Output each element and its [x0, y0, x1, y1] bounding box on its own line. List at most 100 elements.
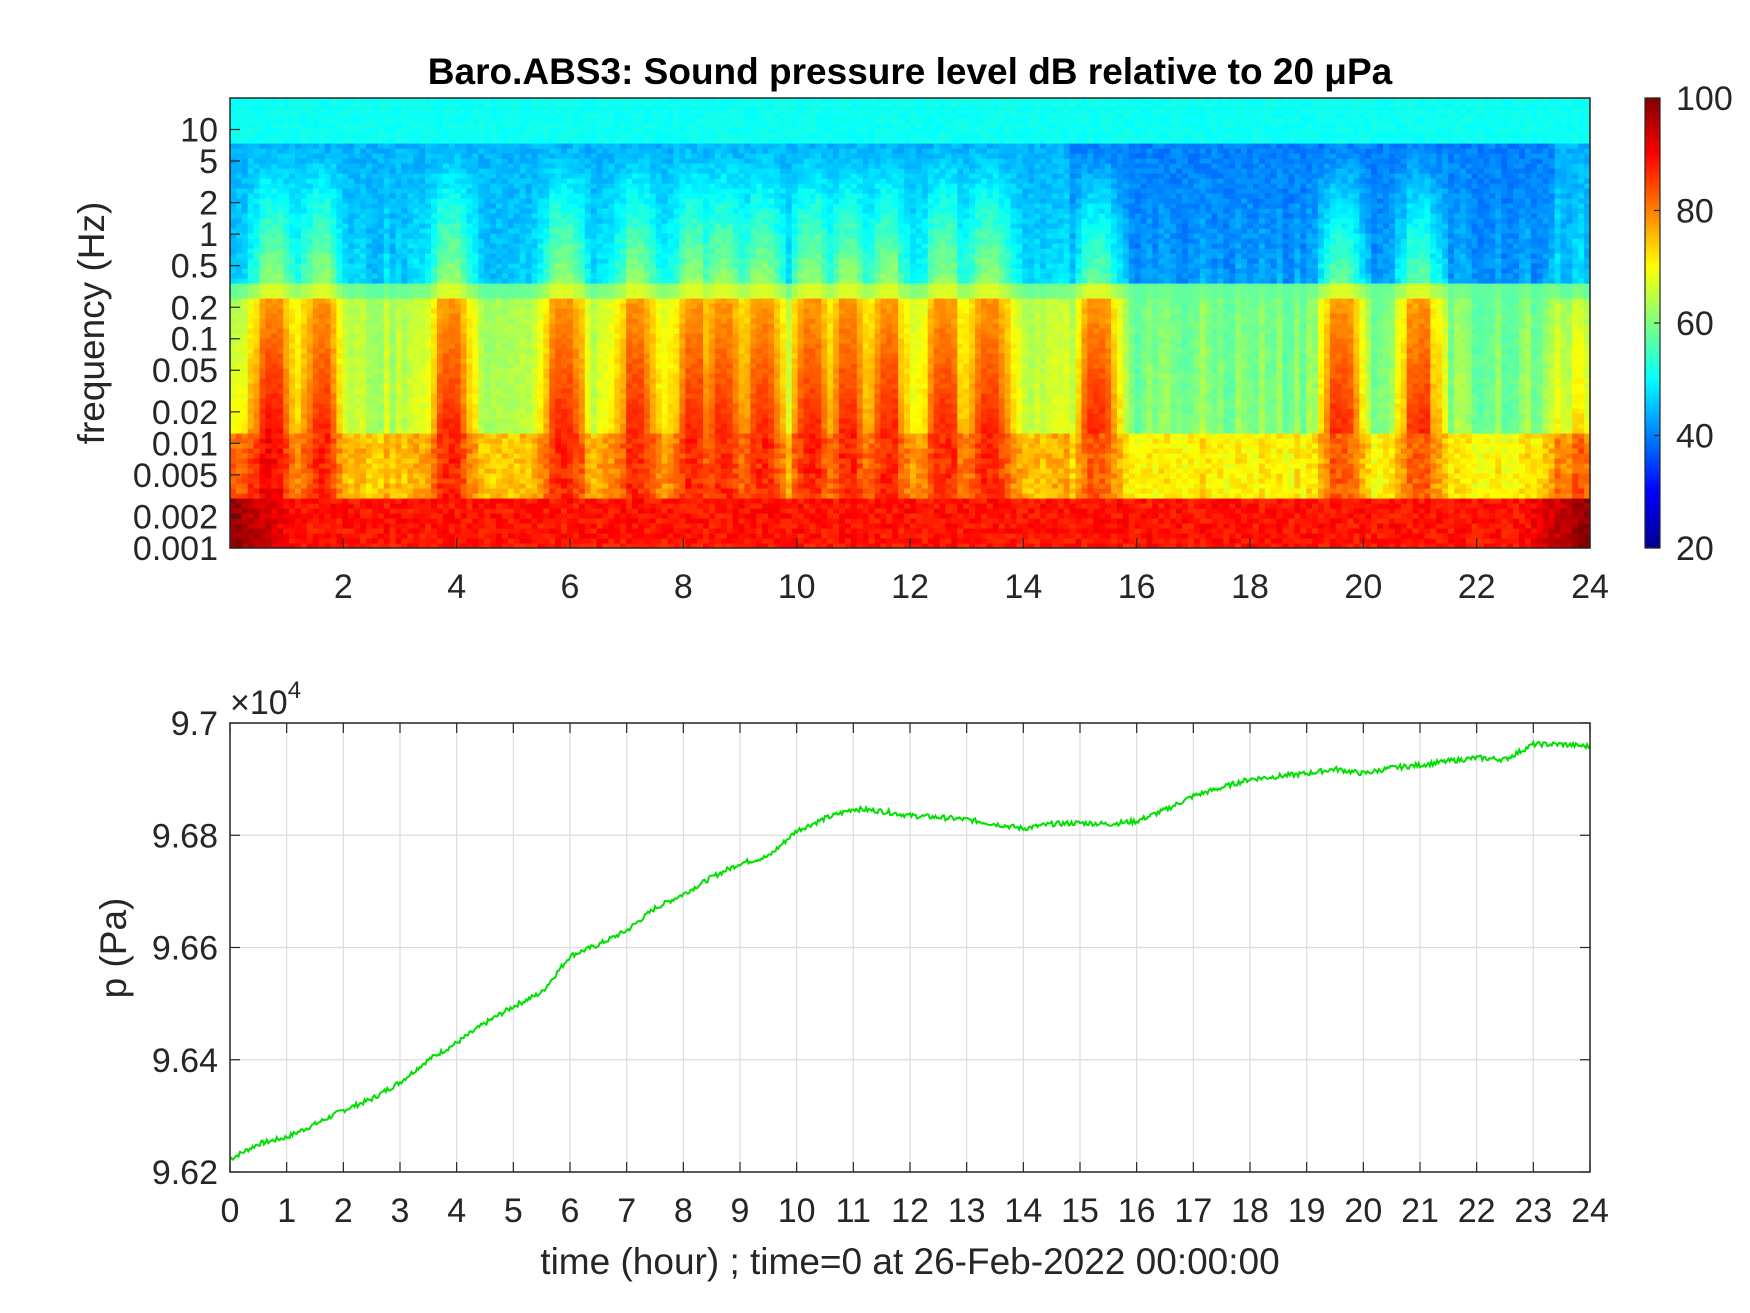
heatmap-cell: [531, 398, 539, 404]
heatmap-cell: [431, 523, 438, 529]
heatmap-cell: [507, 538, 515, 544]
heatmap-cell: [507, 293, 515, 299]
heatmap-cell: [383, 353, 391, 359]
heatmap-cell: [519, 103, 527, 109]
heatmap-cell: [336, 233, 343, 239]
heatmap-cell: [300, 153, 308, 159]
heatmap-cell: [478, 258, 485, 264]
heatmap-cell: [454, 403, 462, 409]
heatmap-cell: [295, 438, 302, 444]
heatmap-cell: [466, 503, 474, 509]
heatmap-cell: [241, 263, 249, 269]
heatmap-cell: [401, 193, 408, 199]
heatmap-cell: [496, 233, 503, 239]
heatmap-cell: [306, 503, 314, 509]
heatmap-cell: [543, 253, 550, 259]
heatmap-cell: [496, 518, 503, 524]
heatmap-cell: [336, 513, 343, 519]
heatmap-cell: [466, 298, 474, 304]
heatmap-cell: [283, 488, 290, 494]
heatmap-cell: [513, 458, 521, 464]
heatmap-cell: [283, 413, 290, 419]
heatmap-cell: [366, 443, 373, 449]
heatmap-cell: [478, 188, 485, 194]
heatmap-cell: [431, 253, 438, 259]
heatmap-cell: [371, 263, 379, 269]
heatmap-cell: [265, 183, 272, 189]
heatmap-cell: [442, 348, 450, 354]
heatmap-cell: [366, 148, 373, 154]
heatmap-cell: [235, 153, 243, 159]
heatmap-cell: [330, 448, 338, 454]
heatmap-cell: [230, 98, 237, 104]
heatmap-cell: [466, 198, 474, 204]
heatmap-cell: [265, 218, 272, 224]
heatmap-cell: [472, 478, 479, 484]
heatmap-cell: [537, 263, 544, 269]
heatmap-cell: [519, 328, 527, 334]
heatmap-cell: [360, 508, 367, 514]
heatmap-cell: [235, 503, 243, 509]
heatmap-cell: [466, 218, 474, 224]
heatmap-cell: [371, 343, 379, 349]
heatmap-cell: [354, 508, 361, 514]
heatmap-cell: [407, 163, 414, 169]
heatmap-cell: [389, 468, 397, 474]
heatmap-cell: [389, 478, 397, 484]
heatmap-cell: [230, 513, 237, 519]
heatmap-cell: [519, 228, 527, 234]
heatmap-cell: [354, 218, 361, 224]
heatmap-cell: [442, 313, 450, 319]
heatmap-cell: [377, 128, 385, 134]
heatmap-cell: [371, 298, 379, 304]
heatmap-cell: [537, 333, 544, 339]
heatmap-cell: [513, 293, 521, 299]
heatmap-cell: [247, 303, 255, 309]
heatmap-cell: [413, 513, 420, 519]
heatmap-cell: [295, 208, 302, 214]
heatmap-cell: [306, 533, 314, 539]
heatmap-cell: [283, 338, 290, 344]
heatmap-cell: [235, 103, 243, 109]
heatmap-cell: [413, 453, 420, 459]
heatmap-cell: [502, 233, 509, 239]
heatmap-cell: [407, 398, 414, 404]
heatmap-cell: [496, 413, 503, 419]
heatmap-cell: [324, 433, 332, 439]
heatmap-cell: [277, 423, 284, 429]
heatmap-cell: [419, 528, 426, 534]
heatmap-cell: [525, 413, 533, 419]
heatmap-cell: [478, 118, 485, 124]
heatmap-cell: [466, 253, 474, 259]
heatmap-cell: [466, 153, 474, 159]
heatmap-cell: [484, 333, 491, 339]
heatmap-cell: [460, 398, 468, 404]
heatmap-cell: [230, 278, 237, 284]
heatmap-cell: [371, 183, 379, 189]
heatmap-cell: [549, 233, 556, 239]
heatmap-cell: [312, 228, 320, 234]
heatmap-cell: [543, 268, 550, 274]
heatmap-cell: [318, 333, 326, 339]
heatmap-cell: [448, 453, 456, 459]
heatmap-cell: [265, 338, 272, 344]
heatmap-cell: [283, 133, 290, 139]
heatmap-cell: [289, 198, 296, 204]
heatmap-cell: [454, 258, 462, 264]
heatmap-cell: [513, 318, 521, 324]
heatmap-cell: [241, 478, 249, 484]
heatmap-cell: [295, 518, 302, 524]
heatmap-cell: [354, 143, 361, 149]
heatmap-cell: [431, 223, 438, 229]
heatmap-cell: [436, 318, 444, 324]
heatmap-cell: [283, 138, 290, 144]
heatmap-cell: [289, 318, 296, 324]
heatmap-cell: [448, 433, 456, 439]
heatmap-cell: [377, 538, 385, 544]
heatmap-cell: [230, 233, 237, 239]
heatmap-cell: [537, 443, 544, 449]
heatmap-cell: [383, 158, 391, 164]
heatmap-cell: [525, 308, 533, 314]
heatmap-cell: [371, 508, 379, 514]
heatmap-cell: [513, 153, 521, 159]
